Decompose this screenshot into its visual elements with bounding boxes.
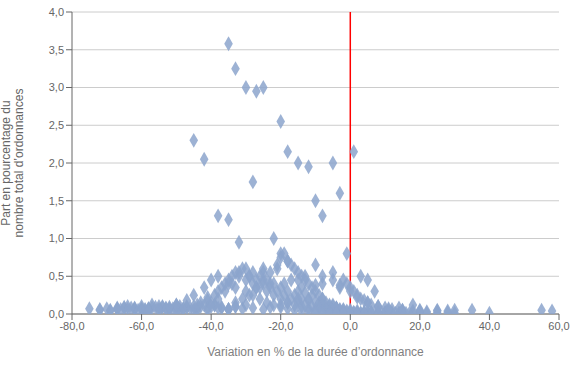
svg-text:Variation en % de la durée d’o: Variation en % de la durée d’ordonnance xyxy=(207,345,424,359)
svg-text:2,5: 2,5 xyxy=(49,119,64,131)
svg-text:0,0: 0,0 xyxy=(343,320,358,332)
svg-text:0,5: 0,5 xyxy=(49,270,64,282)
svg-text:-20,0: -20,0 xyxy=(268,320,293,332)
svg-text:60,0: 60,0 xyxy=(548,320,569,332)
svg-text:2,0: 2,0 xyxy=(49,157,64,169)
svg-text:-80,0: -80,0 xyxy=(59,320,84,332)
svg-text:40,0: 40,0 xyxy=(479,320,500,332)
svg-text:1,0: 1,0 xyxy=(49,232,64,244)
svg-text:3,0: 3,0 xyxy=(49,81,64,93)
svg-text:0,0: 0,0 xyxy=(49,308,64,320)
svg-text:-60,0: -60,0 xyxy=(129,320,154,332)
svg-text:3,5: 3,5 xyxy=(49,44,64,56)
svg-text:20,0: 20,0 xyxy=(409,320,430,332)
svg-text:4,0: 4,0 xyxy=(49,6,64,18)
svg-text:1,5: 1,5 xyxy=(49,195,64,207)
svg-text:Part en pourcentage dunombre t: Part en pourcentage dunombre total d’ord… xyxy=(8,89,26,238)
svg-text:-40,0: -40,0 xyxy=(199,320,224,332)
